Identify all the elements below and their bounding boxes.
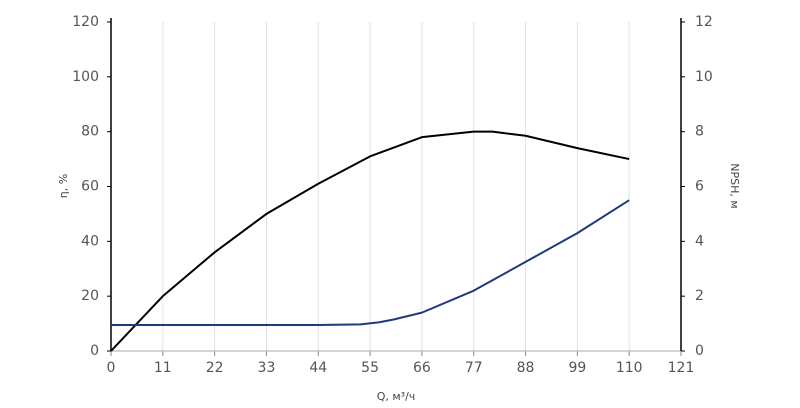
y2-tick-label: 12 <box>695 14 713 30</box>
y2-tick-label: 4 <box>695 233 704 249</box>
y2-axis-label: NPSH, м <box>728 163 741 208</box>
x-tick-label: 121 <box>668 360 695 376</box>
x-tick-label: 44 <box>309 360 327 376</box>
x-tick-label: 33 <box>258 360 276 376</box>
y-tick-label: 100 <box>72 69 99 85</box>
y-tick-label: 0 <box>90 343 99 359</box>
x-axis-label: Q, м³/ч <box>377 390 416 403</box>
x-tick-label: 11 <box>154 360 172 376</box>
y2-tick-label: 10 <box>695 69 713 85</box>
y-tick-label: 40 <box>81 233 99 249</box>
y-tick-label: 60 <box>81 179 99 195</box>
y-tick-label: 80 <box>81 124 99 140</box>
line-series <box>110 130 630 352</box>
y2-tick-label: 6 <box>695 179 704 195</box>
x-tick-label: 0 <box>107 360 116 376</box>
x-tick-label: 110 <box>616 360 643 376</box>
x-tick-label: 22 <box>206 360 224 376</box>
y-tick-label: 20 <box>81 288 99 304</box>
y2-tick-label: 8 <box>695 124 704 140</box>
y-axis-label: η, % <box>57 174 70 198</box>
x-tick-label: 99 <box>568 360 586 376</box>
x-tick-label: 55 <box>361 360 379 376</box>
x-tick-label: 66 <box>413 360 431 376</box>
y2-tick-label: 0 <box>695 343 704 359</box>
x-tick-label: 77 <box>465 360 483 376</box>
line-series <box>111 199 630 326</box>
y2-tick-label: 2 <box>695 288 704 304</box>
y-tick-label: 120 <box>72 14 99 30</box>
x-tick-label: 88 <box>517 360 535 376</box>
